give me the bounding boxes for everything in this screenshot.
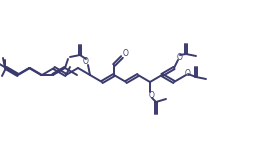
Text: O: O (83, 57, 89, 66)
Text: O: O (177, 52, 183, 62)
Text: O: O (149, 90, 155, 99)
Text: O: O (185, 69, 191, 78)
Text: O: O (123, 48, 129, 57)
